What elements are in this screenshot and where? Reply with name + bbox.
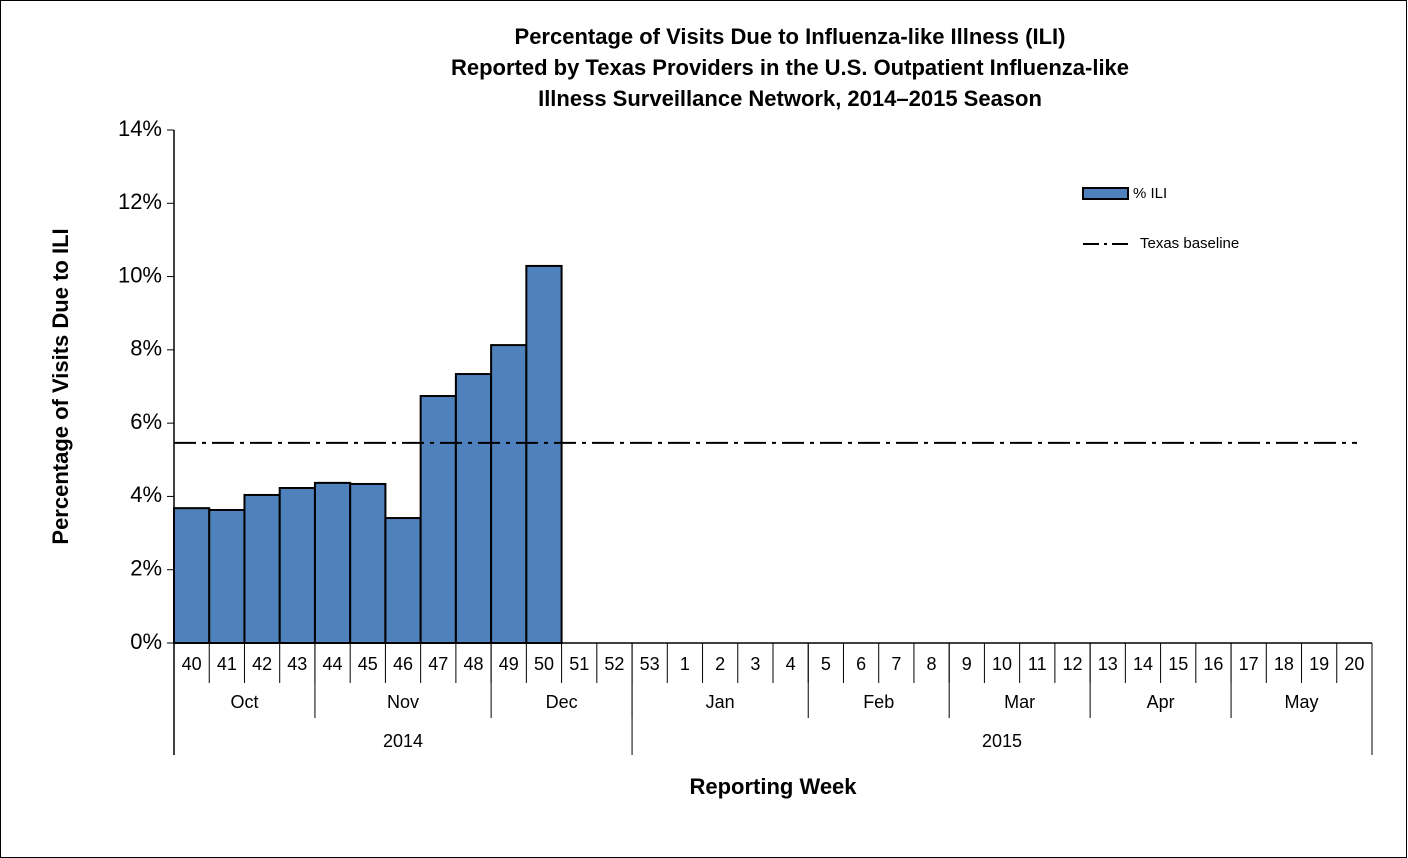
x-tick-label: 20 — [1344, 654, 1364, 674]
bar — [419, 395, 457, 644]
x-tick-label: 47 — [428, 654, 448, 674]
x-tick-label: 9 — [962, 654, 972, 674]
y-tick-label: 0% — [130, 629, 162, 654]
x-tick-label: 45 — [358, 654, 378, 674]
bar — [384, 517, 422, 644]
x-tick-label: 40 — [182, 654, 202, 674]
y-tick-label: 4% — [130, 482, 162, 507]
month-label: Oct — [230, 692, 258, 712]
month-label: Nov — [387, 692, 419, 712]
bar — [278, 487, 316, 644]
x-tick-label: 53 — [640, 654, 660, 674]
x-axis-title: Reporting Week — [689, 774, 857, 799]
x-tick-label: 48 — [463, 654, 483, 674]
chart-title: Reported by Texas Providers in the U.S. … — [451, 55, 1129, 80]
x-tick-label: 6 — [856, 654, 866, 674]
year-label: 2015 — [982, 731, 1022, 751]
y-tick-label: 14% — [118, 116, 162, 141]
x-tick-label: 17 — [1239, 654, 1259, 674]
y-tick-label: 10% — [118, 262, 162, 287]
month-label: May — [1285, 692, 1319, 712]
month-label: Dec — [546, 692, 578, 712]
month-label: Apr — [1147, 692, 1175, 712]
y-tick-label: 8% — [130, 336, 162, 361]
month-label: Feb — [863, 692, 894, 712]
bar — [313, 481, 352, 645]
x-tick-label: 46 — [393, 654, 413, 674]
x-tick-label: 44 — [323, 654, 343, 674]
x-tick-label: 5 — [821, 654, 831, 674]
x-tick-label: 41 — [217, 654, 237, 674]
x-tick-label: 13 — [1098, 654, 1118, 674]
month-label: Jan — [706, 692, 735, 712]
bar — [349, 482, 387, 644]
x-tick-label: 4 — [786, 654, 796, 674]
x-tick-label: 51 — [569, 654, 589, 674]
chart-title: Illness Surveillance Network, 2014–2015 … — [538, 86, 1042, 111]
x-tick-label: 42 — [252, 654, 272, 674]
x-tick-label: 12 — [1062, 654, 1082, 674]
x-tick-label: 16 — [1203, 654, 1223, 674]
year-label: 2014 — [383, 731, 423, 751]
legend-label: Texas baseline — [1140, 235, 1239, 252]
legend-swatch — [1082, 187, 1129, 200]
x-tick-label: 8 — [927, 654, 937, 674]
x-tick-label: 2 — [715, 654, 725, 674]
legend-label: % ILI — [1133, 185, 1167, 202]
bar — [454, 373, 493, 644]
x-tick-label: 14 — [1133, 654, 1153, 674]
x-tick-label: 10 — [992, 654, 1012, 674]
x-tick-label: 50 — [534, 654, 554, 674]
bar — [243, 493, 281, 644]
x-tick-label: 1 — [680, 654, 690, 674]
y-tick-label: 12% — [118, 189, 162, 214]
chart-title: Percentage of Visits Due to Influenza-li… — [515, 24, 1066, 49]
x-tick-label: 7 — [891, 654, 901, 674]
bar — [525, 264, 563, 644]
bar — [208, 508, 246, 644]
y-tick-label: 2% — [130, 556, 162, 581]
x-tick-label: 19 — [1309, 654, 1329, 674]
x-tick-label: 11 — [1028, 654, 1047, 674]
bar — [490, 344, 528, 644]
y-tick-label: 6% — [130, 409, 162, 434]
y-axis-title: Percentage of Visits Due to ILI — [48, 228, 73, 544]
x-tick-label: 43 — [287, 654, 307, 674]
month-label: Mar — [1004, 692, 1035, 712]
x-tick-label: 3 — [750, 654, 760, 674]
x-tick-label: 49 — [499, 654, 519, 674]
x-tick-label: 18 — [1274, 654, 1294, 674]
x-tick-label: 15 — [1168, 654, 1188, 674]
x-tick-label: 52 — [604, 654, 624, 674]
bar — [173, 507, 211, 645]
